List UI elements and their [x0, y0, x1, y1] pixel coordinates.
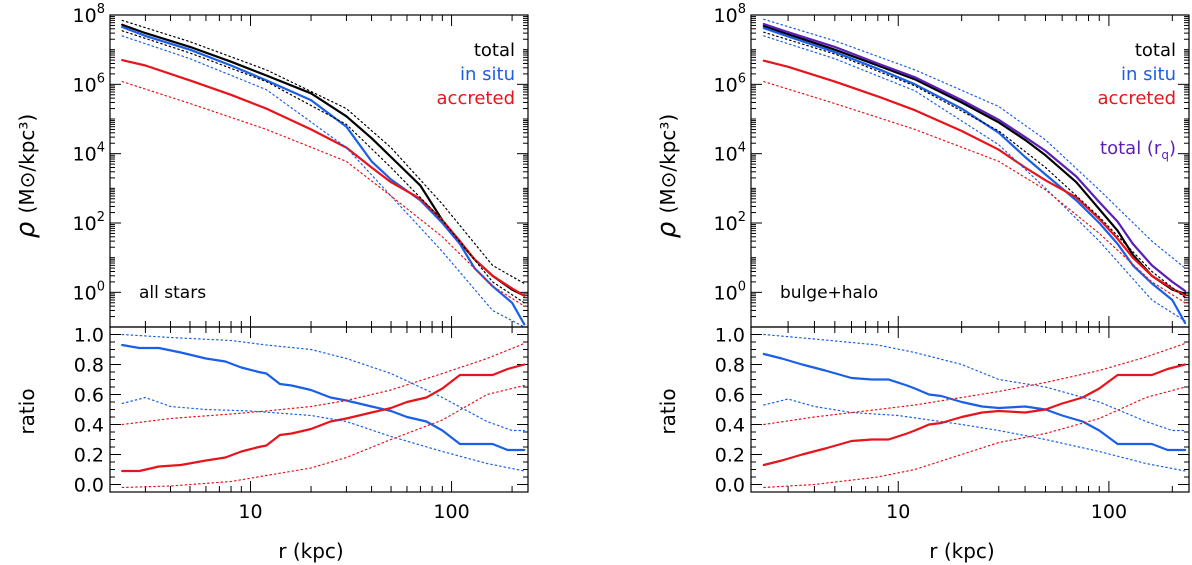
axes-frame — [109, 14, 529, 328]
series-line — [762, 22, 1187, 292]
y-ticks — [110, 14, 528, 328]
x-axis-label: r (kpc) — [278, 539, 343, 563]
legend-entry: in situ — [1121, 64, 1176, 85]
legend-entry: accreted — [1098, 88, 1176, 109]
x-tick-label: 100 — [1091, 501, 1127, 523]
series-group — [762, 18, 1187, 325]
range-line — [763, 386, 1186, 489]
y-tick-label: 100 — [73, 279, 105, 304]
y-tick-label: 104 — [73, 141, 105, 166]
y-tick-label: 1.0 — [74, 325, 104, 347]
y-tick-label: 0.8 — [715, 355, 745, 377]
y-tick-label: 0.4 — [715, 415, 745, 437]
y-axis-label: ratio — [656, 388, 680, 434]
y-tick-label: 0.6 — [715, 385, 745, 407]
axes-frame — [750, 326, 1190, 493]
y-tick-label: 1.0 — [715, 325, 745, 347]
series-line — [762, 352, 1187, 452]
series-line — [762, 27, 1187, 325]
range-line — [121, 35, 525, 327]
legend-entry: total (rq) — [1100, 138, 1176, 162]
range-line — [763, 35, 1186, 322]
panel-annotation: bulge+halo — [780, 283, 878, 303]
panel-annotation: all stars — [139, 283, 206, 303]
y-tick-label: 104 — [714, 141, 746, 166]
range-line — [763, 398, 1186, 472]
legend-entry: accreted — [437, 88, 515, 109]
series-line — [121, 25, 526, 326]
y-axis-label: ρ (M⊙/kpc³) — [11, 114, 41, 238]
y-tick-label: 106 — [73, 71, 105, 96]
y-tick-label: 100 — [714, 279, 746, 304]
series-line — [762, 363, 1187, 467]
x-tick-label: 100 — [433, 501, 469, 523]
x-tick-label: 10 — [238, 501, 262, 523]
range-line — [763, 342, 1186, 426]
range-line — [121, 384, 525, 489]
legend-entry: total — [474, 40, 515, 61]
y-tick-label: 102 — [73, 210, 105, 235]
y-tick-label: 0.0 — [74, 475, 104, 497]
series-line — [762, 59, 1187, 297]
panel-left-top: 100 102 104 106 108 ρ (M⊙/kpc³) total in situ ac… — [11, 2, 529, 328]
x-ticks — [750, 327, 1173, 492]
series-line — [121, 58, 526, 297]
legend-entry: in situ — [460, 64, 515, 85]
y-ticks — [751, 334, 1189, 485]
range-line — [763, 80, 1186, 304]
panel-right-top: 100 102 104 106 108 ρ (M⊙/kpc³) total in situ ac… — [652, 2, 1190, 328]
x-ticks — [109, 15, 513, 327]
y-tick-label: 108 — [714, 2, 746, 27]
x-tick-label: 10 — [886, 501, 910, 523]
series-line — [121, 363, 526, 473]
y-tick-label: 102 — [714, 210, 746, 235]
series-group — [121, 19, 526, 327]
range-line — [121, 30, 525, 304]
range-line — [121, 396, 525, 472]
y-ticks — [110, 334, 528, 485]
panel-right-bottom: 0.0 0.2 0.4 0.6 0.8 1.0 10 100 r (kpc) ratio — [656, 325, 1190, 563]
y-tick-label: 0.4 — [74, 415, 104, 437]
series-group — [121, 333, 526, 489]
range-line — [763, 31, 1186, 299]
y-tick-label: 0.8 — [74, 355, 104, 377]
range-line — [121, 80, 525, 307]
panel-left-bottom: 0.0 0.2 0.4 0.6 0.8 1.0 10 100 r (kpc) ratio — [15, 325, 529, 563]
x-ticks — [750, 15, 1173, 327]
y-tick-label: 108 — [73, 2, 105, 27]
y-axis-label: ρ (M⊙/kpc³) — [652, 114, 682, 238]
range-line — [763, 18, 1186, 269]
y-tick-label: 0.0 — [715, 475, 745, 497]
axes-frame — [750, 14, 1190, 328]
series-line — [121, 343, 526, 452]
legend-entry: total — [1135, 40, 1176, 61]
series-group — [762, 333, 1187, 489]
range-line — [121, 19, 525, 285]
y-axis-label: ratio — [15, 388, 39, 434]
y-ticks — [751, 14, 1189, 328]
y-tick-label: 0.2 — [74, 445, 104, 467]
axes-frame — [109, 326, 529, 493]
x-axis-label: r (kpc) — [929, 539, 994, 563]
y-tick-label: 0.6 — [74, 385, 104, 407]
y-tick-label: 0.2 — [715, 445, 745, 467]
range-line — [121, 333, 525, 432]
range-line — [121, 342, 525, 426]
x-ticks — [109, 327, 513, 492]
y-tick-label: 106 — [714, 71, 746, 96]
